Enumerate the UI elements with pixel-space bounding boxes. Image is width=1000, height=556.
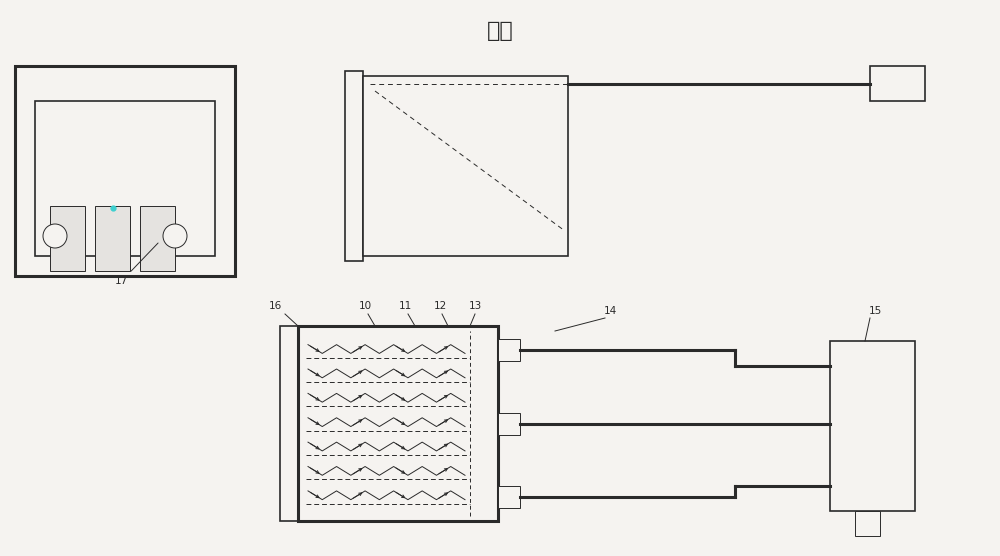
Text: 13: 13	[468, 301, 482, 311]
Bar	[855, 511, 880, 536]
Bar	[830, 341, 915, 511]
Bar	[498, 486, 520, 508]
Circle shape	[43, 224, 67, 248]
Bar	[498, 413, 520, 434]
Bar	[870, 66, 925, 101]
Bar	[498, 339, 520, 361]
Text: 12: 12	[433, 301, 447, 311]
Bar	[280, 326, 298, 521]
Text: 10: 10	[358, 301, 372, 311]
Text: 17: 17	[115, 243, 158, 286]
Bar	[35, 101, 215, 256]
Text: 15: 15	[868, 306, 882, 316]
Text: 母头: 母头	[487, 21, 513, 41]
Circle shape	[163, 224, 187, 248]
Text: 16: 16	[268, 301, 282, 311]
Text: 11: 11	[398, 301, 412, 311]
Bar	[345, 71, 363, 261]
Bar	[363, 76, 568, 256]
Bar	[15, 66, 235, 276]
Text: 14: 14	[603, 306, 617, 316]
Bar	[140, 206, 175, 271]
Bar	[95, 206, 130, 271]
Bar	[298, 326, 498, 521]
Bar	[50, 206, 85, 271]
